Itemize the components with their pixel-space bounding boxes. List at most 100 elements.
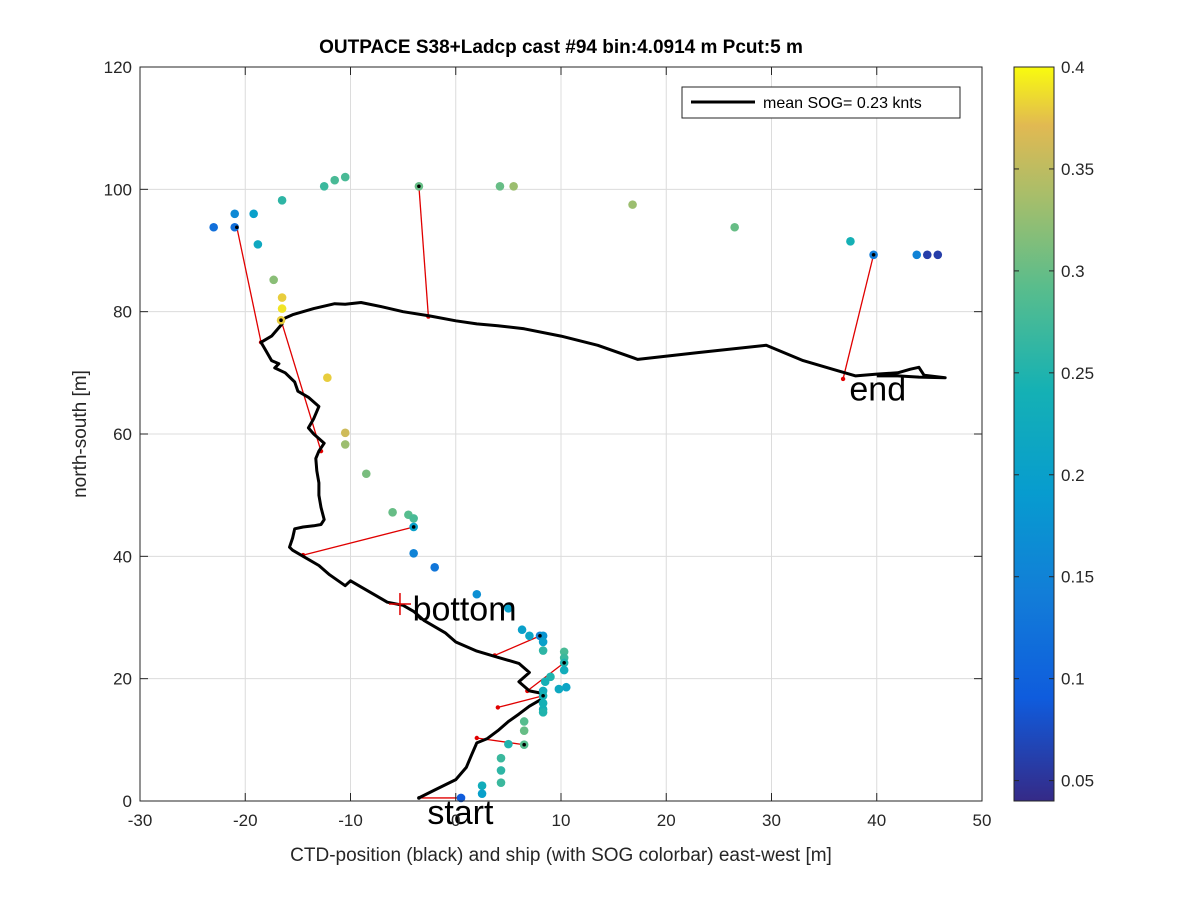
y-axis-ticks: 0 20 40 60 80 100 120 (104, 58, 982, 811)
ship-point (517, 625, 527, 635)
ship-point (340, 428, 350, 438)
annotation-end: end (849, 370, 906, 408)
ship-point (330, 175, 340, 185)
y-tick-label: 120 (104, 58, 132, 77)
ship-offset-point (411, 525, 416, 529)
x-tick-label: 50 (973, 811, 992, 830)
colorbar-tick-label: 0.4 (1061, 58, 1085, 77)
ship-point (230, 209, 240, 219)
ship-offset-point (279, 318, 283, 323)
ship-point (361, 469, 371, 479)
ship-point (519, 717, 529, 726)
colorbar-tick-label: 0.3 (1061, 262, 1085, 281)
ship-point (409, 548, 418, 558)
ship-point (319, 181, 329, 191)
y-axis-label: north-south [m] (70, 370, 91, 498)
chart-title: OUTPACE S38+Ladcp cast #94 bin:4.0914 m … (319, 37, 803, 58)
offset-line (842, 254, 875, 380)
ship-offset-point (522, 742, 526, 747)
x-tick-label: 10 (552, 811, 571, 830)
colorbar-tick-label: 0.25 (1061, 364, 1094, 383)
ship-point (519, 726, 529, 735)
colorbar-tick-label: 0.35 (1061, 160, 1094, 179)
ship-point (540, 677, 550, 687)
colorbar-tick-label: 0.2 (1061, 466, 1085, 485)
y-tick-label: 80 (113, 303, 132, 322)
ship-point (496, 766, 506, 775)
ship-offset-point (417, 184, 421, 189)
ship-point (477, 781, 487, 791)
ship-point (912, 250, 922, 260)
ship-point (846, 237, 855, 246)
ship-point (559, 665, 569, 675)
annotation-start: start (427, 794, 494, 832)
ship-point (472, 589, 482, 599)
ship-point (323, 373, 332, 383)
ship-point (340, 172, 350, 182)
ctd-track-line (259, 301, 947, 800)
ship-offset-point (562, 660, 566, 665)
ship-point (249, 209, 258, 219)
ship-point (538, 646, 548, 655)
ship-point (409, 514, 418, 523)
ship-point (538, 708, 548, 717)
ship-point (538, 698, 548, 708)
x-axis-ticks: -30 -20 -10 0 10 20 30 40 50 (128, 67, 992, 830)
ship-point (525, 631, 534, 641)
ship-point (209, 222, 218, 232)
y-tick-label: 0 (123, 792, 132, 811)
ship-point (496, 778, 506, 787)
ship-point (538, 637, 548, 647)
ship-point (496, 753, 506, 763)
ship-point (561, 682, 571, 692)
legend-label: mean SOG= 0.23 knts (763, 95, 922, 112)
ship-point (340, 440, 350, 449)
offset-line (236, 227, 262, 343)
colorbar-ticks: 0.05 0.1 0.15 0.2 0.25 0.3 0.35 0.4 (1014, 58, 1094, 791)
offset-line (280, 320, 322, 452)
colorbar-tick-label: 0.05 (1061, 772, 1094, 791)
ship-point (277, 304, 287, 313)
ship-offset-point (541, 693, 545, 698)
ship-point (504, 604, 513, 613)
annotation-bottom: bottom (413, 591, 517, 629)
ctd-offset-point (840, 376, 846, 382)
ctd-offset-point (495, 705, 501, 710)
ctd-offset-point (474, 735, 479, 741)
ship-point (509, 181, 518, 191)
y-tick-label: 100 (104, 180, 132, 199)
x-axis-label: CTD-position (black) and ship (with SOG … (290, 845, 832, 866)
offset-line (418, 186, 430, 317)
ship-point (495, 181, 505, 191)
y-tick-label: 60 (113, 425, 132, 444)
colorbar-tick-label: 0.1 (1061, 670, 1085, 689)
x-tick-label: 30 (762, 811, 781, 830)
ship-point (628, 200, 637, 209)
legend: mean SOG= 0.23 knts (681, 86, 961, 119)
x-tick-label: -20 (233, 811, 258, 830)
ship-point (933, 250, 943, 260)
ship-offset-point (871, 252, 876, 257)
colorbar-tick-label: 0.15 (1061, 568, 1094, 587)
ship-point (277, 196, 287, 205)
y-tick-label: 20 (113, 670, 132, 689)
ship-point (538, 631, 548, 641)
x-tick-label: -10 (338, 811, 363, 830)
x-tick-label: -30 (128, 811, 153, 830)
ctd-track (259, 301, 947, 800)
ship-point (430, 563, 440, 572)
offset-line (526, 662, 565, 692)
ship-point (277, 293, 287, 302)
colorbar-frame (1013, 66, 1055, 802)
ship-point (230, 222, 240, 232)
x-tick-label: 40 (867, 811, 886, 830)
ship-point (730, 222, 739, 232)
ship-point (554, 684, 564, 694)
ship-point (922, 250, 932, 260)
ship-point (253, 240, 263, 249)
ship-point (456, 793, 466, 803)
ship-points (209, 172, 943, 803)
x-tick-label: 0 (451, 811, 460, 830)
ship-offset-point (235, 225, 239, 230)
